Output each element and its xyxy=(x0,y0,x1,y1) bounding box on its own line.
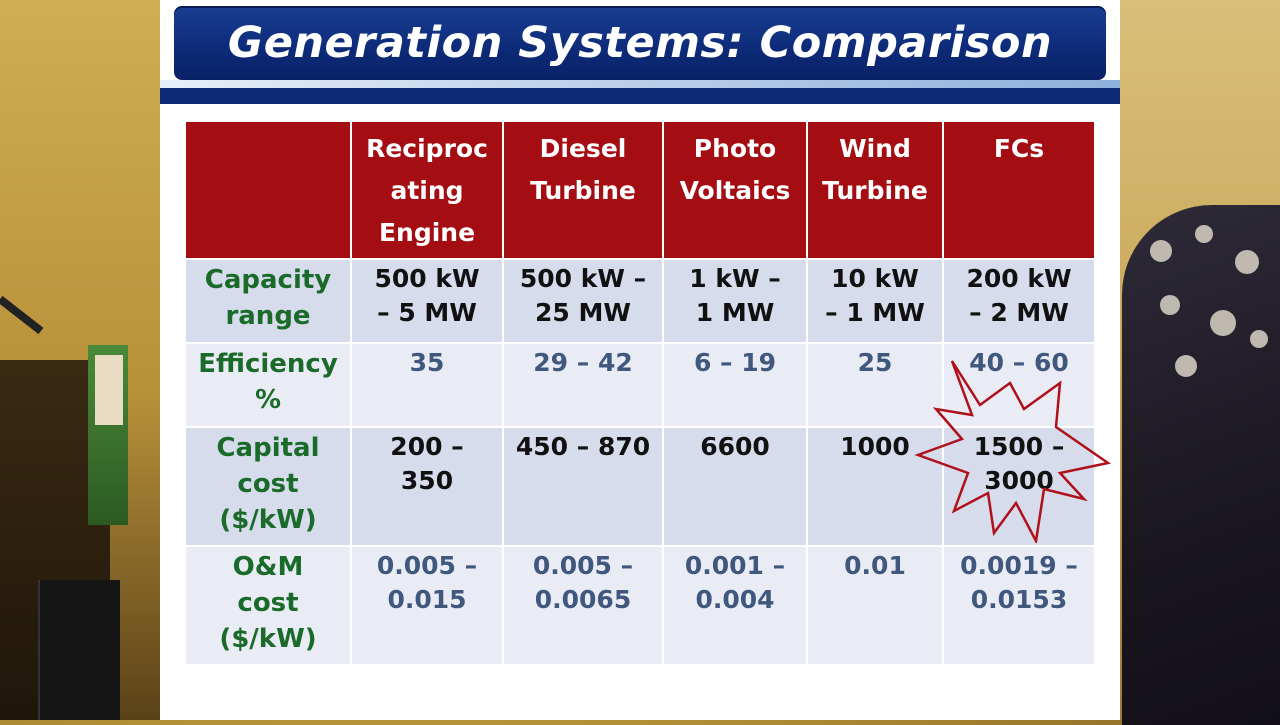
column-header: Photo Voltaics xyxy=(664,122,806,258)
column-header: Wind Turbine xyxy=(808,122,942,258)
row-label: Efficiency % xyxy=(186,344,350,426)
scarf-pattern xyxy=(1195,225,1213,243)
comparison-table: Reciproc ating Engine Diesel Turbine Pho… xyxy=(184,120,1096,666)
table-cell: 0.0019 – 0.0153 xyxy=(944,547,1094,664)
table-cell: 40 – 60 xyxy=(944,344,1094,426)
table-cell: 0.005 – 0.0065 xyxy=(504,547,662,664)
table-cell: 29 – 42 xyxy=(504,344,662,426)
table-cell: 1500 – 3000 xyxy=(944,428,1094,545)
column-header: FCs xyxy=(944,122,1094,258)
table-cell: 200 – 350 xyxy=(352,428,502,545)
title-swoosh xyxy=(160,80,1120,88)
scarf-pattern xyxy=(1160,295,1180,315)
table-cell: 6 – 19 xyxy=(664,344,806,426)
slide-title: Generation Systems: Comparison xyxy=(227,18,1053,68)
scarf-pattern xyxy=(1150,240,1172,262)
table-cell: 500 kW – 5 MW xyxy=(352,260,502,342)
column-header: Diesel Turbine xyxy=(504,122,662,258)
scarf-pattern xyxy=(1235,250,1259,274)
title-banner: Generation Systems: Comparison xyxy=(174,6,1106,80)
row-label: Capital cost ($/kW) xyxy=(186,428,350,545)
table-cell: 10 kW – 1 MW xyxy=(808,260,942,342)
computer-tower xyxy=(38,580,120,720)
projected-slide: Generation Systems: Comparison Reciproc … xyxy=(160,0,1120,720)
audience-member xyxy=(1122,205,1280,725)
podium-card xyxy=(95,355,123,425)
table-cell: 1000 xyxy=(808,428,942,545)
table-cell: 450 – 870 xyxy=(504,428,662,545)
scarf-pattern xyxy=(1250,330,1268,348)
header-corner xyxy=(186,122,350,258)
table-cell: 500 kW – 25 MW xyxy=(504,260,662,342)
title-rule xyxy=(160,88,1120,104)
table-cell: 0.001 – 0.004 xyxy=(664,547,806,664)
table-row: Efficiency % 35 29 – 42 6 – 19 25 40 – 6… xyxy=(186,344,1094,426)
row-label: O&M cost ($/kW) xyxy=(186,547,350,664)
table-cell: 200 kW – 2 MW xyxy=(944,260,1094,342)
table-cell: 0.01 xyxy=(808,547,942,664)
table-cell: 25 xyxy=(808,344,942,426)
table-cell: 6600 xyxy=(664,428,806,545)
scarf-pattern xyxy=(1210,310,1236,336)
header-row: Reciproc ating Engine Diesel Turbine Pho… xyxy=(186,122,1094,258)
row-label: Capacity range xyxy=(186,260,350,342)
table-cell: 1 kW – 1 MW xyxy=(664,260,806,342)
scarf-pattern xyxy=(1175,355,1197,377)
column-header: Reciproc ating Engine xyxy=(352,122,502,258)
table-row: Capacity range 500 kW – 5 MW 500 kW – 25… xyxy=(186,260,1094,342)
table-cell: 0.005 – 0.015 xyxy=(352,547,502,664)
table-row: Capital cost ($/kW) 200 – 350 450 – 870 … xyxy=(186,428,1094,545)
table-cell: 35 xyxy=(352,344,502,426)
table-row: O&M cost ($/kW) 0.005 – 0.015 0.005 – 0.… xyxy=(186,547,1094,664)
